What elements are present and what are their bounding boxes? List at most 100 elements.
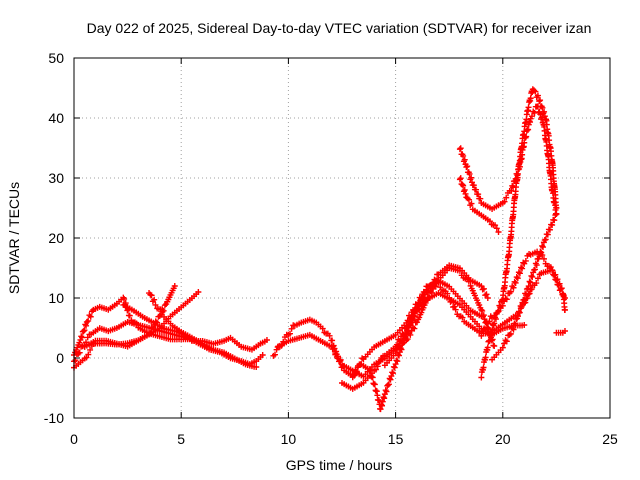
data-point [479, 286, 486, 293]
data-point [549, 267, 556, 274]
data-point [287, 330, 294, 337]
data-point [478, 332, 485, 339]
data-point [326, 332, 333, 339]
data-point [482, 326, 489, 333]
data-point [83, 354, 90, 361]
data-point [468, 200, 475, 207]
data-point [377, 406, 384, 413]
data-point [531, 87, 538, 94]
data-point [156, 313, 163, 320]
data-point [507, 288, 514, 295]
data-point [418, 296, 425, 303]
data-point [159, 309, 166, 316]
data-point [393, 357, 400, 364]
data-point [521, 322, 528, 328]
data-point [503, 296, 510, 303]
data-point [499, 302, 506, 309]
data-point [480, 285, 487, 292]
data-point [483, 291, 490, 298]
y-tick-label: -10 [44, 410, 64, 426]
data-point [396, 352, 403, 359]
data-point [553, 277, 560, 284]
data-point [383, 388, 390, 395]
data-point [553, 211, 560, 217]
data-point [371, 381, 378, 388]
data-point [544, 231, 551, 238]
x-tick-label: 10 [281, 431, 297, 447]
data-point [411, 312, 418, 319]
data-point [477, 195, 484, 202]
data-point [418, 309, 425, 316]
series-5 [120, 301, 266, 368]
data-point [523, 292, 530, 299]
data-point [493, 225, 500, 232]
data-point [507, 330, 514, 337]
data-point [486, 318, 493, 325]
series-17 [478, 248, 568, 339]
data-point [411, 325, 418, 332]
data-point [372, 366, 379, 373]
data-point [387, 376, 394, 383]
data-point [414, 319, 421, 326]
data-point [288, 325, 295, 332]
data-point [161, 302, 168, 309]
data-point [405, 327, 412, 334]
data-point [503, 338, 510, 345]
data-point [391, 364, 398, 371]
data-point [334, 353, 341, 360]
data-point [540, 255, 547, 262]
data-point [554, 276, 561, 283]
data-point [379, 402, 386, 409]
data-point [463, 164, 470, 171]
data-point [552, 212, 559, 219]
data-point [533, 280, 540, 287]
data-point [529, 273, 536, 280]
data-point [353, 368, 360, 375]
data-point [541, 108, 548, 115]
data-point [478, 313, 485, 319]
data-point [171, 283, 178, 289]
data-point [479, 307, 486, 314]
data-point [76, 349, 83, 356]
data-point [121, 296, 128, 303]
data-point [422, 289, 429, 296]
data-point [394, 358, 401, 365]
x-axis-label: GPS time / hours [286, 457, 393, 473]
y-tick-label: 40 [48, 110, 64, 126]
data-point [80, 328, 87, 335]
data-point [484, 295, 491, 301]
data-point [409, 317, 416, 324]
data-point [81, 327, 88, 334]
data-point [407, 314, 414, 321]
data-point [532, 88, 539, 95]
data-point [540, 244, 546, 251]
data-point [528, 272, 535, 279]
data-point [126, 312, 133, 319]
data-point [480, 364, 487, 371]
data-point [512, 279, 519, 286]
data-point [482, 354, 489, 361]
data-point [263, 337, 270, 343]
data-point [407, 322, 414, 329]
data-point [381, 395, 388, 402]
data-point [396, 344, 403, 351]
data-points [71, 86, 568, 413]
data-point [195, 289, 202, 295]
data-point [389, 369, 396, 376]
data-point [531, 266, 538, 273]
data-point [534, 275, 541, 282]
series-12 [381, 289, 528, 369]
data-point [379, 398, 386, 405]
data-point [83, 322, 90, 329]
data-point [492, 222, 499, 229]
data-point [546, 226, 553, 233]
data-point [385, 381, 392, 388]
data-point [253, 364, 260, 370]
data-point [522, 257, 529, 264]
data-point [512, 321, 519, 328]
data-point [151, 296, 158, 303]
y-tick-label: 10 [48, 290, 64, 306]
data-point [457, 175, 464, 182]
data-point [473, 186, 479, 193]
data-point [503, 194, 510, 201]
